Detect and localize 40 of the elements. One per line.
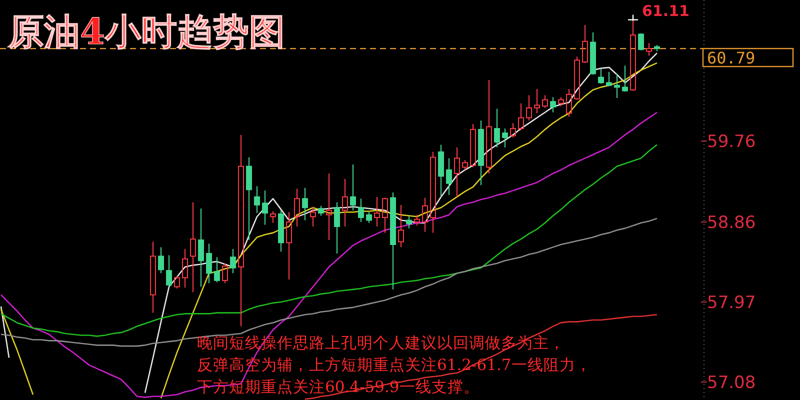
- candlestick: [486, 80, 492, 174]
- candlestick: [158, 246, 164, 274]
- candlestick: [454, 146, 460, 198]
- candlestick: [302, 187, 308, 221]
- candlestick: [534, 88, 540, 114]
- candlestick: [238, 134, 244, 327]
- candlestick: [374, 196, 380, 228]
- candlestick: [334, 202, 340, 254]
- candlestick: [366, 212, 372, 224]
- candlestick: [270, 210, 276, 224]
- candlestick: [198, 208, 204, 288]
- candlestick: [190, 202, 196, 293]
- chart-title: 原油4小时趋势图: [7, 11, 286, 53]
- candlestick: [294, 188, 300, 228]
- candlestick: [614, 73, 620, 98]
- candlestick: [390, 192, 396, 290]
- candlestick: [310, 206, 316, 228]
- candlestick: [422, 197, 428, 232]
- candlestick: [438, 144, 444, 198]
- ref-line-label: 60.79: [707, 48, 756, 68]
- candlestick: [430, 151, 436, 234]
- candlestick: [150, 241, 156, 314]
- annotation: 61.11: [642, 2, 690, 20]
- candlestick: [478, 120, 484, 186]
- candlestick: [262, 190, 268, 226]
- y-tick-label: 57.08: [707, 373, 756, 394]
- candlestick: [350, 164, 356, 211]
- candlestick: [326, 172, 332, 240]
- candlestick: [182, 248, 188, 288]
- candlestick: [286, 212, 292, 280]
- y-tick-label: 58.86: [707, 213, 756, 234]
- y-tick-label: 57.97: [707, 293, 756, 314]
- candlestick: [494, 108, 500, 148]
- candlestick: [206, 243, 212, 284]
- y-tick-label: 59.76: [707, 132, 756, 152]
- candlestick: [246, 156, 252, 240]
- candlestick: [230, 248, 236, 274]
- candlestick: [254, 186, 260, 214]
- candlestick: [446, 158, 452, 196]
- candlestick: [342, 178, 348, 228]
